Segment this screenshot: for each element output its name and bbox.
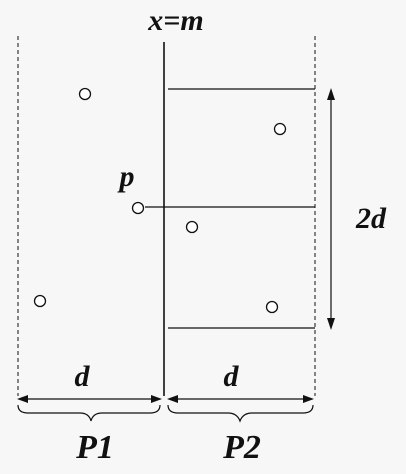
- left-width-label: d: [75, 360, 91, 393]
- point-right-middle: [185, 220, 199, 234]
- right-brace: [167, 404, 314, 423]
- right-width-label: d: [224, 360, 240, 393]
- point-left-top: [78, 87, 92, 101]
- left-width-arrow: [17, 395, 162, 403]
- point-p: [131, 201, 145, 215]
- half-p1-label: P1: [75, 429, 114, 466]
- two-d-arrow: [327, 88, 335, 330]
- half-p2-label: P2: [222, 429, 261, 466]
- left-brace: [17, 404, 161, 422]
- point-right-upper: [273, 122, 287, 136]
- two-d-label: 2d: [355, 202, 387, 235]
- point-right-lower: [265, 300, 279, 314]
- right-width-arrow: [167, 395, 314, 403]
- point-left-bottom: [33, 294, 47, 308]
- dividing-line-label: x=m: [147, 4, 203, 37]
- point-p-label: p: [117, 160, 135, 193]
